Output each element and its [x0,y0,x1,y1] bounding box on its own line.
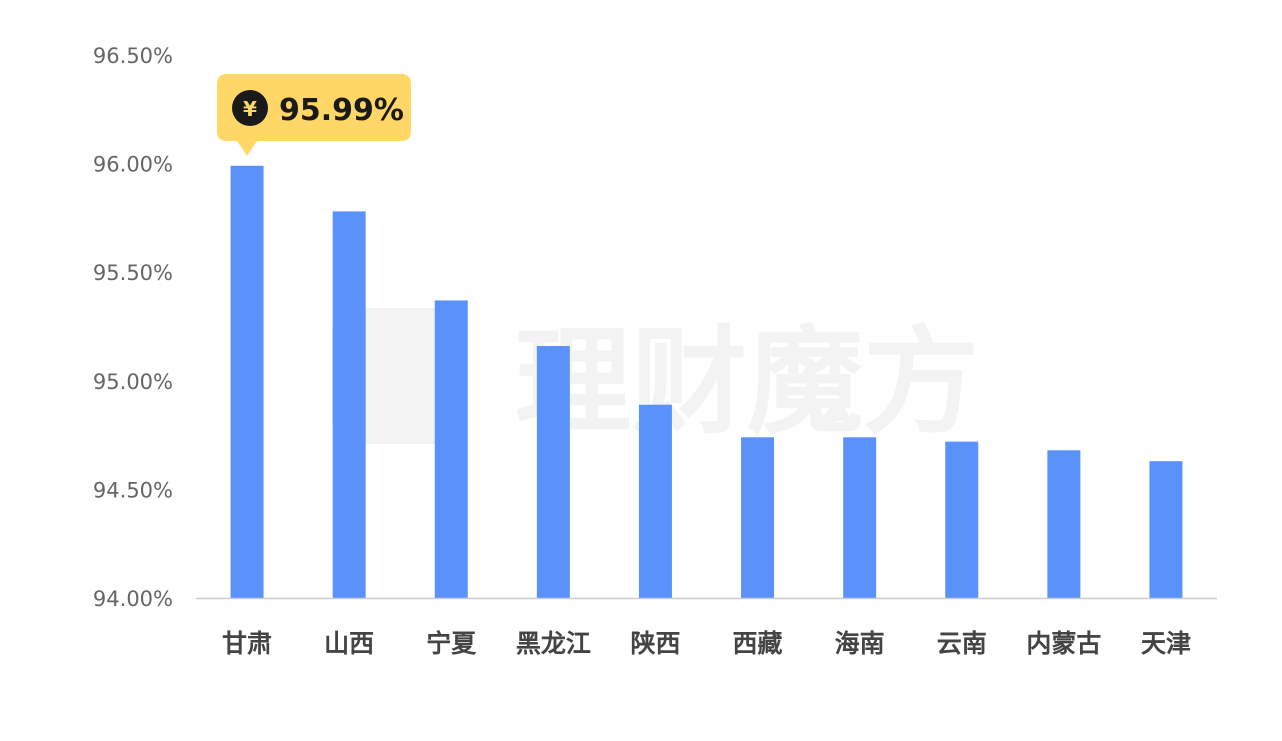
tooltip-value: 95.99% [279,93,404,128]
watermark-text: 理财魔方 [515,315,979,450]
x-tick-label: 云南 [937,629,987,658]
x-axis: 甘肃 山西 宁夏 黑龙江 陕西 西藏 海南 云南 内蒙古 天津 [222,629,1191,658]
y-tick-label: 95.00% [93,370,173,394]
bar [332,211,366,598]
x-tick-label: 甘肃 [222,629,272,658]
yen-symbol: ¥ [243,97,257,121]
x-tick-label: 宁夏 [426,629,477,658]
tooltip-background [217,74,411,156]
x-tick-label: 山西 [324,629,374,658]
bar [1047,450,1081,598]
bar [638,404,672,598]
bar [741,437,775,598]
y-axis: 94.00% 94.50% 95.00% 95.50% 96.00% 96.50% [93,44,173,611]
x-tick-label: 西藏 [733,629,783,658]
x-tick-label: 黑龙江 [516,629,591,658]
y-tick-label: 95.50% [93,261,173,285]
x-tick-label: 陕西 [630,629,680,658]
value-tooltip: ¥ 95.99% [217,74,411,156]
bar [843,437,877,598]
x-tick-label: 内蒙古 [1026,629,1101,658]
yen-coin-icon [232,90,268,126]
y-tick-label: 94.00% [93,587,173,611]
y-tick-label: 96.50% [93,44,173,68]
x-tick-label: 天津 [1141,629,1191,658]
y-tick-label: 94.50% [93,478,173,502]
bar [230,165,264,598]
x-tick-label: 海南 [835,629,885,658]
bar [945,441,979,598]
bars [230,165,1183,598]
y-tick-label: 96.00% [93,153,173,177]
bar [536,346,570,598]
bar [1149,461,1183,598]
bar [434,300,468,598]
